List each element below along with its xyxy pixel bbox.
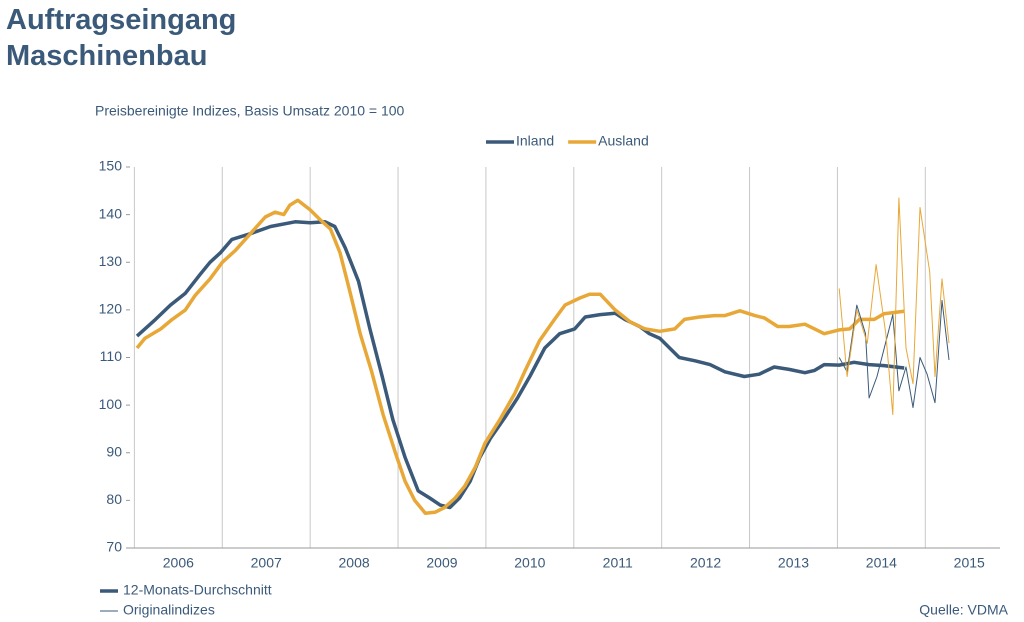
- legend-label: Ausland: [598, 133, 649, 149]
- source: Quelle: VDMA: [919, 602, 1008, 618]
- subtitle: Preisbereinigte Indizes, Basis Umsatz 20…: [95, 103, 405, 119]
- y-tick-label: 80: [106, 491, 122, 507]
- y-tick-label: 150: [99, 158, 123, 174]
- y-tick-label: 70: [106, 539, 122, 555]
- y-tick-label: 110: [100, 348, 123, 364]
- y-tick-label: 130: [99, 253, 123, 269]
- x-tick-label: 2011: [603, 555, 633, 571]
- x-tick-label: 2009: [426, 555, 457, 571]
- x-tick-label: 2015: [954, 555, 985, 571]
- series-line: [135, 198, 905, 515]
- x-tick-label: 2008: [339, 555, 370, 571]
- series-line: [838, 299, 950, 408]
- x-tick-label: 2014: [866, 555, 897, 571]
- y-tick-label: 140: [99, 205, 123, 221]
- x-tick-label: 2010: [514, 555, 545, 571]
- x-tick-label: 2007: [251, 555, 282, 571]
- series-line: [135, 220, 905, 510]
- note: Originalindizes: [123, 602, 215, 618]
- note: 12-Monats-Durchschnitt: [123, 582, 272, 598]
- chart-title: Auftragseingang Maschinenbau: [6, 4, 237, 72]
- y-tick-label: 90: [106, 443, 122, 459]
- legend-label: Inland: [516, 133, 554, 149]
- x-tick-label: 2012: [690, 555, 721, 571]
- y-tick-label: 120: [99, 301, 123, 317]
- x-tick-label: 2006: [163, 555, 194, 571]
- series-line: [838, 197, 950, 416]
- y-tick-label: 100: [99, 396, 123, 412]
- x-tick-label: 2013: [778, 555, 809, 571]
